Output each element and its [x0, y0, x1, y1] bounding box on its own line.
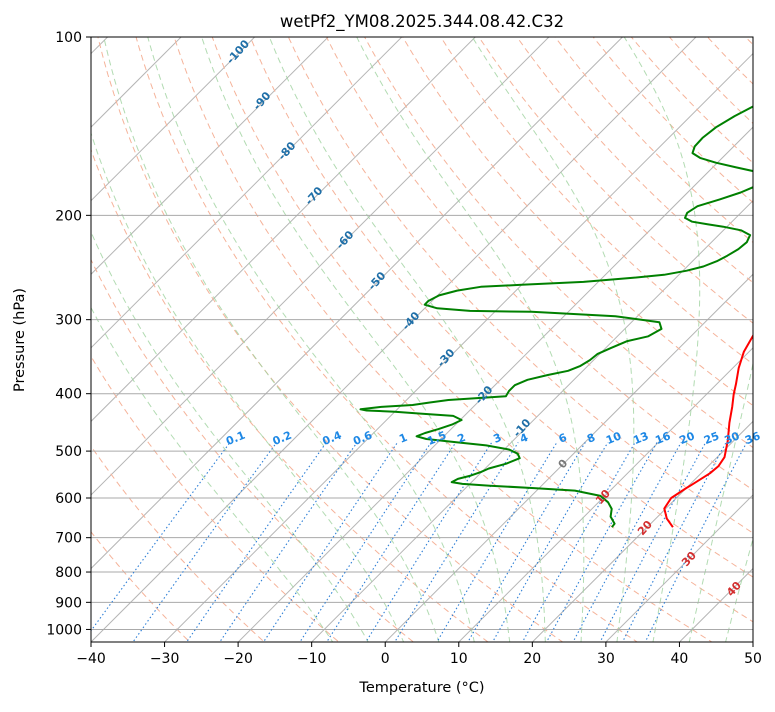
y-tick-label: 700	[55, 531, 82, 547]
y-tick-label: 600	[55, 491, 82, 507]
y-tick-label: 200	[55, 208, 82, 224]
x-tick-label: 20	[523, 651, 541, 667]
y-tick-label: 300	[55, 313, 82, 329]
x-tick-label: −10	[297, 651, 327, 667]
x-tick-label: 30	[597, 651, 615, 667]
x-axis-label: Temperature (°C)	[358, 680, 484, 696]
y-tick-label: 400	[55, 387, 82, 403]
x-tick-label: 40	[670, 651, 688, 667]
chart-title: wetPf2_YM08.2025.344.08.42.C32	[280, 12, 564, 32]
isotherm-line	[0, 10, 61, 677]
y-tick-label: 1000	[46, 622, 82, 638]
y-tick-label: 800	[55, 565, 82, 581]
x-tick-label: −40	[76, 651, 106, 667]
x-tick-label: 10	[450, 651, 468, 667]
y-axis-label: Pressure (hPa)	[12, 288, 28, 392]
dry-adiabat-line	[771, 24, 775, 654]
y-tick-label: 100	[55, 30, 82, 46]
x-tick-label: −20	[223, 651, 253, 667]
y-axis: 1000 900 800 700 600 500 400 300 200 100	[46, 30, 91, 638]
y-tick-label: 500	[55, 444, 82, 460]
x-axis: −40 −30 −20 −10 0 10 20 30 40 50	[76, 642, 762, 667]
x-tick-label: −30	[150, 651, 180, 667]
x-tick-label: 50	[744, 651, 762, 667]
y-tick-label: 900	[55, 595, 82, 611]
x-tick-label: 0	[381, 651, 390, 667]
